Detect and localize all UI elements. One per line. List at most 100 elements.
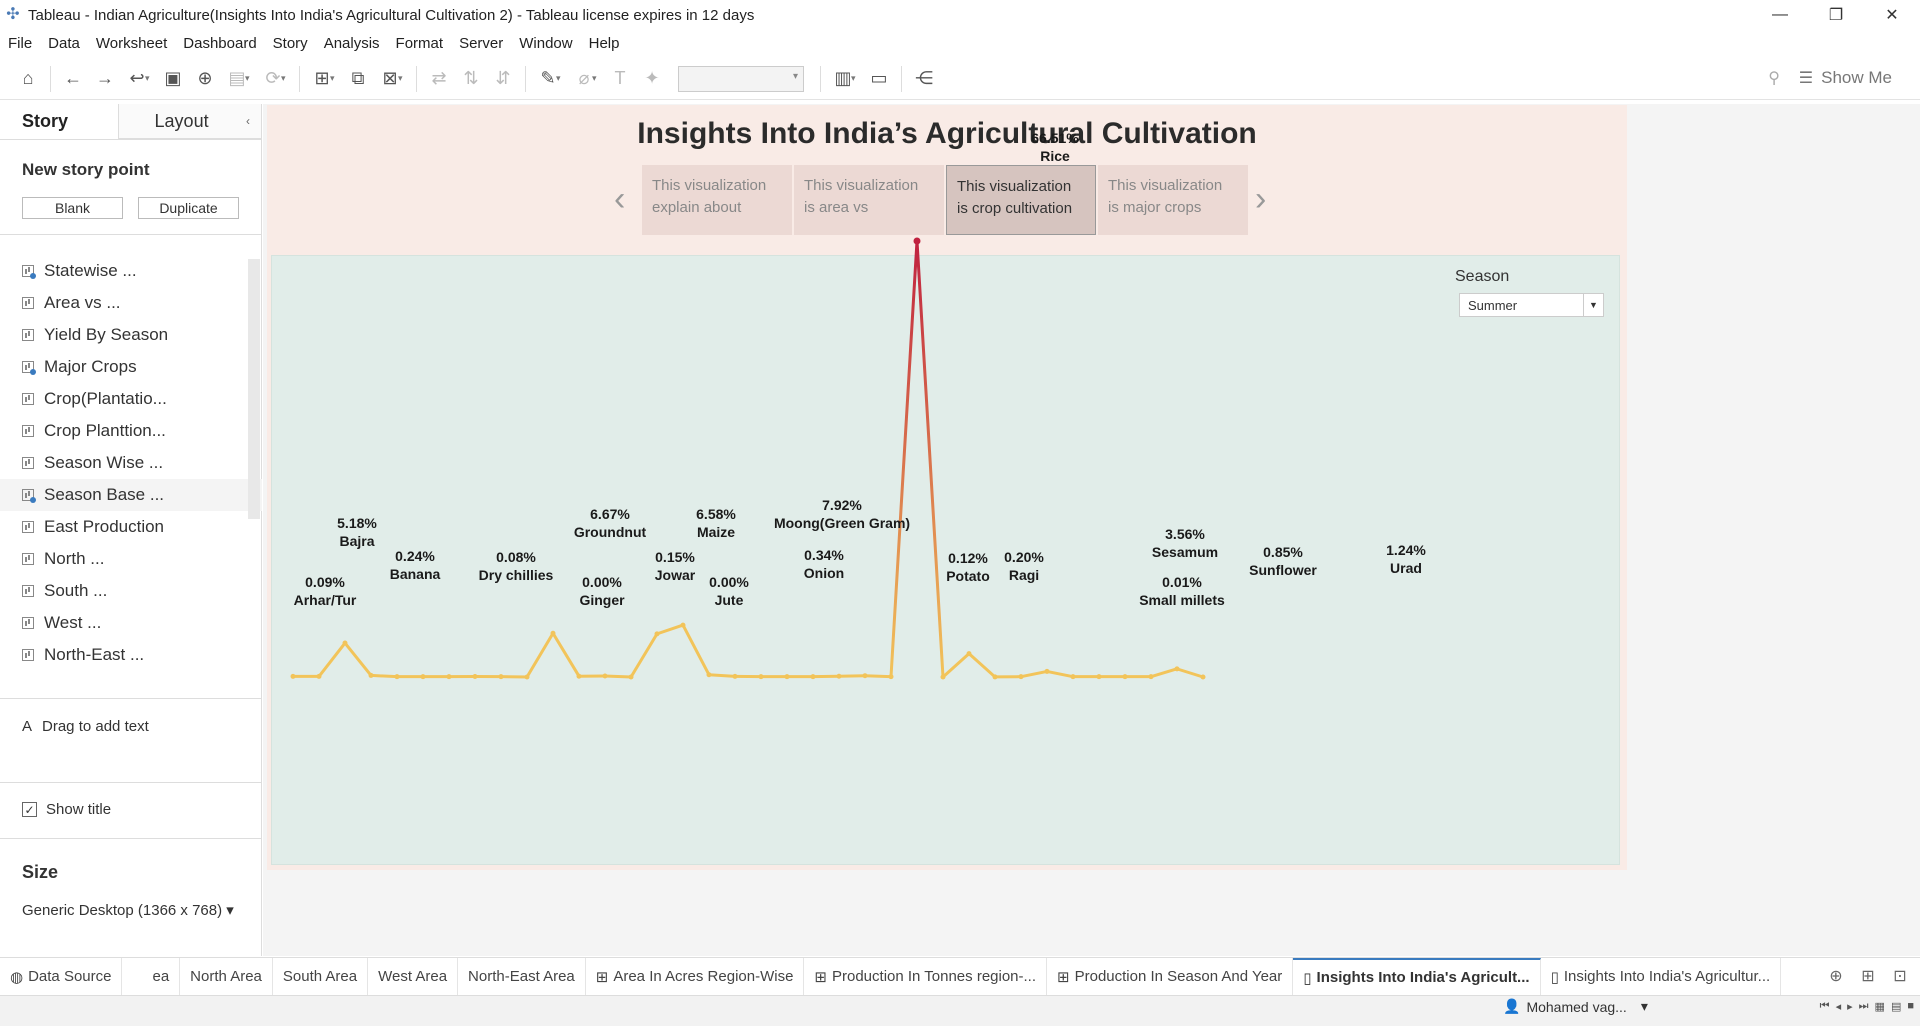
data-point[interactable] (550, 630, 556, 636)
data-point[interactable] (290, 673, 296, 679)
menu-analysis[interactable]: Analysis (323, 34, 380, 52)
data-point[interactable] (368, 672, 374, 678)
prev-sheet-icon[interactable]: ◂ (1835, 1001, 1842, 1013)
data-point[interactable] (498, 674, 504, 680)
menu-format[interactable]: Format (395, 34, 444, 52)
redo-icon[interactable]: → (96, 68, 114, 88)
duplicate-sheet-icon[interactable]: ⧉ (351, 68, 365, 88)
duplicate-button[interactable]: Duplicate (138, 197, 239, 219)
data-point[interactable] (446, 674, 452, 680)
chevron-down-icon[interactable]: ▾ (556, 73, 561, 83)
last-sheet-icon[interactable]: ⏭ (1858, 1000, 1869, 1012)
sheet-item[interactable]: West ... (0, 607, 262, 639)
data-point[interactable] (1018, 674, 1024, 680)
save-icon[interactable]: ▣ (164, 68, 182, 88)
data-point[interactable] (940, 674, 946, 680)
menu-worksheet[interactable]: Worksheet (95, 34, 168, 52)
tab-layout[interactable]: Layout (117, 104, 261, 139)
sheet-item[interactable]: North-East ... (0, 639, 262, 671)
close-button[interactable]: ✕ (1885, 7, 1899, 24)
sheet-item[interactable]: North ... (0, 543, 262, 575)
clear-sheet-icon[interactable]: ⊠ (382, 68, 398, 88)
first-sheet-icon[interactable]: ⏮ (1819, 1000, 1830, 1012)
user-menu[interactable]: 👤 Mohamed vag... ▾ (1503, 998, 1648, 1015)
restore-button[interactable]: ❐ (1828, 7, 1844, 24)
tab-dashboard[interactable]: ⊞ Production In Tonnes region-... (804, 957, 1048, 996)
chevron-down-icon[interactable]: ▾ (330, 73, 335, 83)
tab-data-source[interactable]: ◍ Data Source (0, 957, 123, 996)
size-select[interactable]: Generic Desktop (1366 x 768) ▾ (22, 901, 234, 919)
menu-server[interactable]: Server (459, 34, 504, 52)
data-point[interactable] (628, 674, 634, 680)
chevron-down-icon[interactable]: ▾ (281, 73, 286, 83)
story-point-4[interactable]: This visualization is major crops (1098, 165, 1248, 235)
collapse-pane-icon[interactable]: ‹ (246, 114, 250, 128)
data-point[interactable] (420, 674, 426, 680)
swap-icon[interactable]: ⇄ (431, 68, 447, 88)
refresh-icon[interactable]: ⟳ (265, 68, 281, 88)
tab-dashboard[interactable]: ⊞ Production In Season And Year (1047, 957, 1294, 996)
show-filmstrip-icon[interactable]: ▤ (1890, 1001, 1902, 1013)
new-dashboard-icon[interactable]: ⊞ (1861, 968, 1875, 985)
menu-window[interactable]: Window (519, 34, 573, 52)
tab-sheet[interactable]: South Area (273, 957, 369, 996)
story-point-1[interactable]: This visualization explain about (642, 165, 792, 235)
data-point[interactable] (1070, 674, 1076, 680)
chevron-down-icon[interactable]: ▾ (592, 73, 597, 83)
menu-data[interactable]: Data (48, 34, 80, 52)
new-worksheet-icon[interactable]: ⊞ (314, 68, 330, 88)
data-point[interactable] (654, 631, 660, 637)
data-point[interactable] (732, 673, 738, 679)
story-point-2[interactable]: This visualization is area vs (794, 165, 944, 235)
show-title-checkbox[interactable]: ✓ Show title (22, 801, 111, 818)
data-point[interactable] (966, 651, 972, 657)
story-point-3[interactable]: This visualization is crop cultivation (946, 165, 1096, 235)
data-point[interactable] (1122, 674, 1128, 680)
chevron-down-icon[interactable]: ▾ (398, 73, 403, 83)
data-point[interactable] (706, 672, 712, 678)
season-filter-dropdown[interactable]: Summer ▼ (1459, 293, 1604, 317)
tab-sheet[interactable]: ea (122, 957, 181, 996)
blank-button[interactable]: Blank (22, 197, 123, 219)
show-tabs-icon[interactable]: ■ (1907, 1000, 1914, 1012)
data-point[interactable] (602, 673, 608, 679)
menu-file[interactable]: File (8, 34, 33, 52)
pause-updates-icon[interactable]: ▤ (228, 68, 246, 88)
sheet-item[interactable]: Season Wise ... (0, 447, 262, 479)
format-painter-icon[interactable]: ⚲ (1768, 70, 1780, 87)
data-point[interactable] (394, 674, 400, 680)
presentation-icon[interactable]: ▭ (870, 68, 888, 88)
tab-dashboard[interactable]: ⊞ Area In Acres Region-Wise (586, 957, 805, 996)
menu-dashboard[interactable]: Dashboard (183, 34, 257, 52)
data-point[interactable] (1096, 674, 1102, 680)
tab-story-active[interactable]: ▯ Insights Into India's Agricult... (1293, 957, 1541, 996)
chevron-down-icon[interactable]: ▾ (245, 73, 250, 83)
tab-sheet[interactable]: West Area (368, 957, 459, 996)
data-point[interactable] (862, 673, 868, 679)
sheet-item[interactable]: Major Crops (0, 351, 262, 383)
chevron-down-icon[interactable]: ▾ (145, 73, 150, 83)
data-point[interactable] (1174, 666, 1180, 672)
tab-story[interactable]: ▯ Insights Into India's Agricultur... (1541, 957, 1782, 996)
data-point[interactable] (524, 674, 530, 680)
label-icon[interactable]: T (614, 68, 626, 88)
home-icon[interactable]: ⌂ (22, 68, 34, 88)
data-point[interactable] (992, 674, 998, 680)
data-point[interactable] (342, 640, 348, 646)
group-icon[interactable]: ⌀ (578, 68, 590, 88)
data-point[interactable] (810, 674, 816, 680)
replay-icon[interactable]: ↩ (129, 68, 145, 88)
show-cards-icon[interactable]: ▥ (834, 68, 852, 88)
data-point[interactable] (836, 673, 842, 679)
data-point[interactable] (758, 674, 764, 680)
sheet-item[interactable]: Statewise ... (0, 255, 262, 287)
data-point[interactable] (1148, 674, 1154, 680)
data-point[interactable] (784, 674, 790, 680)
undo-icon[interactable]: ← (64, 68, 82, 88)
sheet-item[interactable]: Crop(Plantatio... (0, 383, 262, 415)
data-point[interactable] (888, 674, 894, 680)
data-point[interactable] (1200, 674, 1206, 680)
data-point[interactable] (576, 673, 582, 679)
data-point[interactable] (680, 622, 686, 628)
sheet-item[interactable]: South ... (0, 575, 262, 607)
